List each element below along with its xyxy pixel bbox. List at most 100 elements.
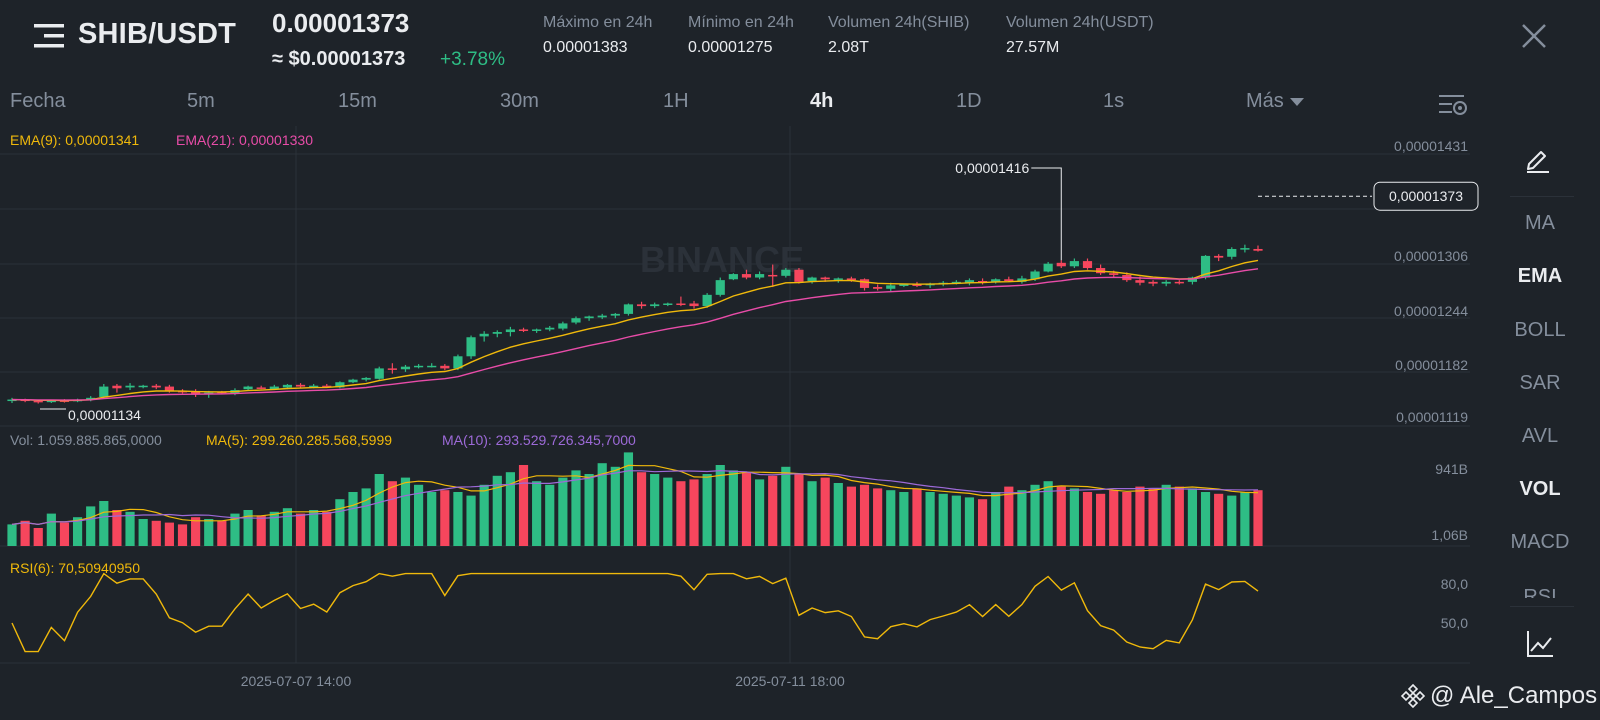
tab-4h[interactable]: 4h bbox=[810, 90, 834, 112]
volume-bar bbox=[243, 510, 253, 546]
candle-body bbox=[46, 400, 56, 403]
rsi-axis-label: 50,0 bbox=[1441, 615, 1468, 631]
price-chart[interactable]: BINANCE 0,00001373 0,00001416 0,00001134 0,0… bbox=[0, 126, 1480, 689]
chart-settings-icon[interactable] bbox=[1438, 92, 1468, 118]
tab-5m[interactable]: 5m bbox=[187, 90, 215, 112]
ema21-legend-text: EMA(21): 0,00001330 bbox=[176, 132, 313, 148]
volume-bar bbox=[755, 479, 765, 546]
indicator-sar[interactable]: SAR bbox=[1519, 372, 1561, 394]
volume-bar bbox=[584, 474, 594, 546]
tab-1s[interactable]: 1s bbox=[1103, 90, 1125, 112]
volume-bar bbox=[492, 475, 502, 546]
candle-body bbox=[1135, 280, 1145, 283]
indicator-ma[interactable]: MA bbox=[1525, 212, 1555, 234]
candle-body bbox=[794, 269, 804, 282]
indicator-boll[interactable]: BOLL bbox=[1514, 319, 1566, 341]
volume-bar bbox=[309, 510, 319, 546]
candle-body bbox=[899, 284, 909, 286]
volume-bar bbox=[1122, 492, 1132, 546]
volume-bar bbox=[886, 490, 896, 546]
candle-body bbox=[400, 366, 411, 370]
volume-bar bbox=[59, 522, 70, 546]
volume-bar bbox=[413, 484, 424, 546]
candle-body bbox=[964, 280, 975, 283]
tab-more[interactable]: Más bbox=[1246, 90, 1304, 113]
candle-body bbox=[715, 280, 725, 295]
candle-body bbox=[33, 400, 43, 403]
volume-bar bbox=[558, 477, 568, 546]
indicator-ema[interactable]: EMA bbox=[1517, 265, 1563, 287]
volume-bar bbox=[1082, 492, 1093, 546]
volume-bar bbox=[453, 492, 463, 546]
candle-body bbox=[702, 294, 712, 307]
stat-value: 0.00001383 bbox=[543, 39, 628, 56]
volume-bar bbox=[295, 513, 306, 546]
close-icon[interactable] bbox=[1520, 22, 1548, 50]
candle-body bbox=[151, 385, 161, 388]
ticker-header: SHIB/USDT 0.00001373 ≈ $0.00001373 +3.78… bbox=[0, 0, 1600, 90]
tab-1d[interactable]: 1D bbox=[956, 90, 982, 112]
tab-30m[interactable]: 30m bbox=[500, 90, 539, 112]
candle-body bbox=[518, 329, 529, 331]
ema21-legend: EMA(21): 0,00001330 bbox=[176, 132, 313, 148]
chart-line-icon[interactable] bbox=[1525, 629, 1555, 659]
candle-body bbox=[833, 278, 843, 280]
candle-body bbox=[427, 365, 437, 368]
volume-bar bbox=[322, 511, 332, 546]
candle-body bbox=[807, 277, 817, 281]
stat-value: 0.00001275 bbox=[688, 39, 773, 56]
volume-bar bbox=[545, 484, 555, 546]
volume-bar bbox=[715, 465, 725, 546]
volume-bar bbox=[781, 466, 791, 546]
tab-fecha[interactable]: Fecha bbox=[10, 90, 66, 112]
tab-15m[interactable]: 15m bbox=[338, 90, 377, 112]
tab-more-label: Más bbox=[1246, 90, 1284, 112]
candle-body bbox=[243, 386, 253, 390]
indicator-rsi[interactable]: RSI bbox=[1523, 586, 1557, 598]
stat-value: 27.57M bbox=[1006, 39, 1060, 56]
price-axis-label: 0,00001119 bbox=[1396, 409, 1468, 425]
volume-bar bbox=[571, 470, 581, 546]
indicator-vol[interactable]: VOL bbox=[1519, 478, 1561, 500]
binance-logo-icon bbox=[1400, 683, 1426, 709]
candle-body bbox=[755, 274, 765, 278]
divider bbox=[1510, 196, 1574, 197]
volume-bar bbox=[177, 524, 188, 546]
last-price: 0.00001373 bbox=[272, 8, 410, 38]
candle-body bbox=[558, 323, 568, 329]
volume-bar bbox=[20, 520, 30, 546]
divider bbox=[1510, 606, 1574, 607]
candle-body bbox=[650, 304, 660, 307]
candle-body bbox=[440, 365, 450, 369]
pencil-draw-icon[interactable] bbox=[1523, 144, 1553, 174]
candle-body bbox=[912, 284, 922, 286]
volume-bar bbox=[348, 492, 358, 546]
menu-icon[interactable] bbox=[34, 22, 64, 50]
candle-body bbox=[479, 333, 489, 337]
candle-body bbox=[295, 384, 306, 387]
volume-bar bbox=[820, 477, 830, 546]
candle-body bbox=[1187, 277, 1198, 282]
vol-legend: Vol: 1.059.885.865,0000 bbox=[10, 432, 162, 448]
candle-body bbox=[886, 285, 896, 289]
candle-body bbox=[846, 278, 857, 281]
time-axis-label: 2025-07-07 14:00 bbox=[241, 673, 352, 686]
volume-bar bbox=[1043, 481, 1053, 546]
indicator-avl[interactable]: AVL bbox=[1521, 425, 1559, 447]
stat-high-24h: Máximo en 24h 0.00001383 bbox=[543, 14, 652, 57]
volume-bar bbox=[151, 520, 161, 546]
tab-1h[interactable]: 1H bbox=[663, 90, 689, 112]
candle-body bbox=[374, 368, 384, 379]
indicator-macd[interactable]: MACD bbox=[1510, 531, 1570, 553]
volume-bar bbox=[741, 472, 752, 546]
low-marker-label: 0,00001134 bbox=[68, 407, 141, 423]
volume-bar bbox=[479, 484, 489, 546]
candle-body bbox=[545, 327, 555, 330]
price-axis-label: 0,00001431 bbox=[1394, 138, 1468, 154]
volume-bar bbox=[859, 484, 870, 546]
candle-body bbox=[138, 385, 148, 388]
pair-name[interactable]: SHIB/USDT bbox=[78, 18, 237, 50]
candle-body bbox=[1069, 261, 1079, 267]
candle-body bbox=[466, 337, 476, 357]
chart-area[interactable]: BINANCE 0,00001373 0,00001416 0,00001134 0,0… bbox=[0, 126, 1480, 689]
